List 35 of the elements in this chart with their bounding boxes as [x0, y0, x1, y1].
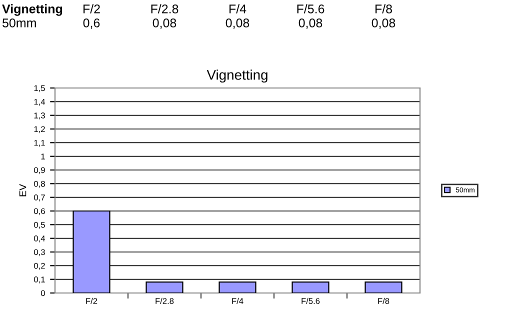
category-label: F/2	[83, 4, 100, 14]
category-label: F/8	[375, 4, 392, 14]
data-label: 0,08	[372, 18, 396, 29]
y-tick-label: 1	[41, 154, 45, 160]
x-tick-label: F/8	[378, 298, 390, 304]
x-tick-label: F/2	[86, 298, 98, 304]
y-tick-label: 0,3	[34, 249, 45, 256]
y-tick-label: 1,5	[34, 85, 45, 92]
text: 50mm	[2, 18, 36, 28]
x-tick-label: F/4	[232, 298, 244, 304]
y-tick-label: 1,1	[34, 140, 45, 147]
category-label: F/4	[229, 4, 246, 14]
y-tick-label: 1,3	[34, 112, 45, 120]
y-axis-title: EV	[19, 184, 26, 196]
y-tick-label: 0,5	[34, 222, 45, 229]
y-tick-label: 0,4	[34, 236, 46, 242]
data-label: 0,08	[226, 18, 250, 29]
y-tick-label: 0,2	[34, 262, 45, 270]
y-tick-label: 0,9	[34, 167, 45, 174]
y-tick-label: 0,7	[34, 194, 45, 202]
category-label: F/5.6	[297, 4, 324, 14]
x-tick-label: F/2.8	[156, 298, 174, 304]
text: Vignetting	[2, 4, 62, 16]
chart-title: Vignetting	[206, 70, 268, 83]
data-label: 0,6	[83, 18, 100, 29]
y-tick-label: 0,6	[34, 208, 45, 216]
x-tick-label: F/5.6	[302, 298, 320, 304]
y-tick-label: 0,1	[34, 276, 45, 284]
data-label: 0,08	[298, 18, 322, 29]
y-tick-label: 0,8	[34, 180, 45, 188]
y-tick-label: 1,4	[34, 98, 46, 106]
y-tick-label: 1,2	[34, 126, 45, 134]
category-label: F/2.8	[151, 4, 178, 14]
data-label: 0,08	[152, 18, 176, 29]
y-tick-label: 0	[40, 290, 45, 296]
